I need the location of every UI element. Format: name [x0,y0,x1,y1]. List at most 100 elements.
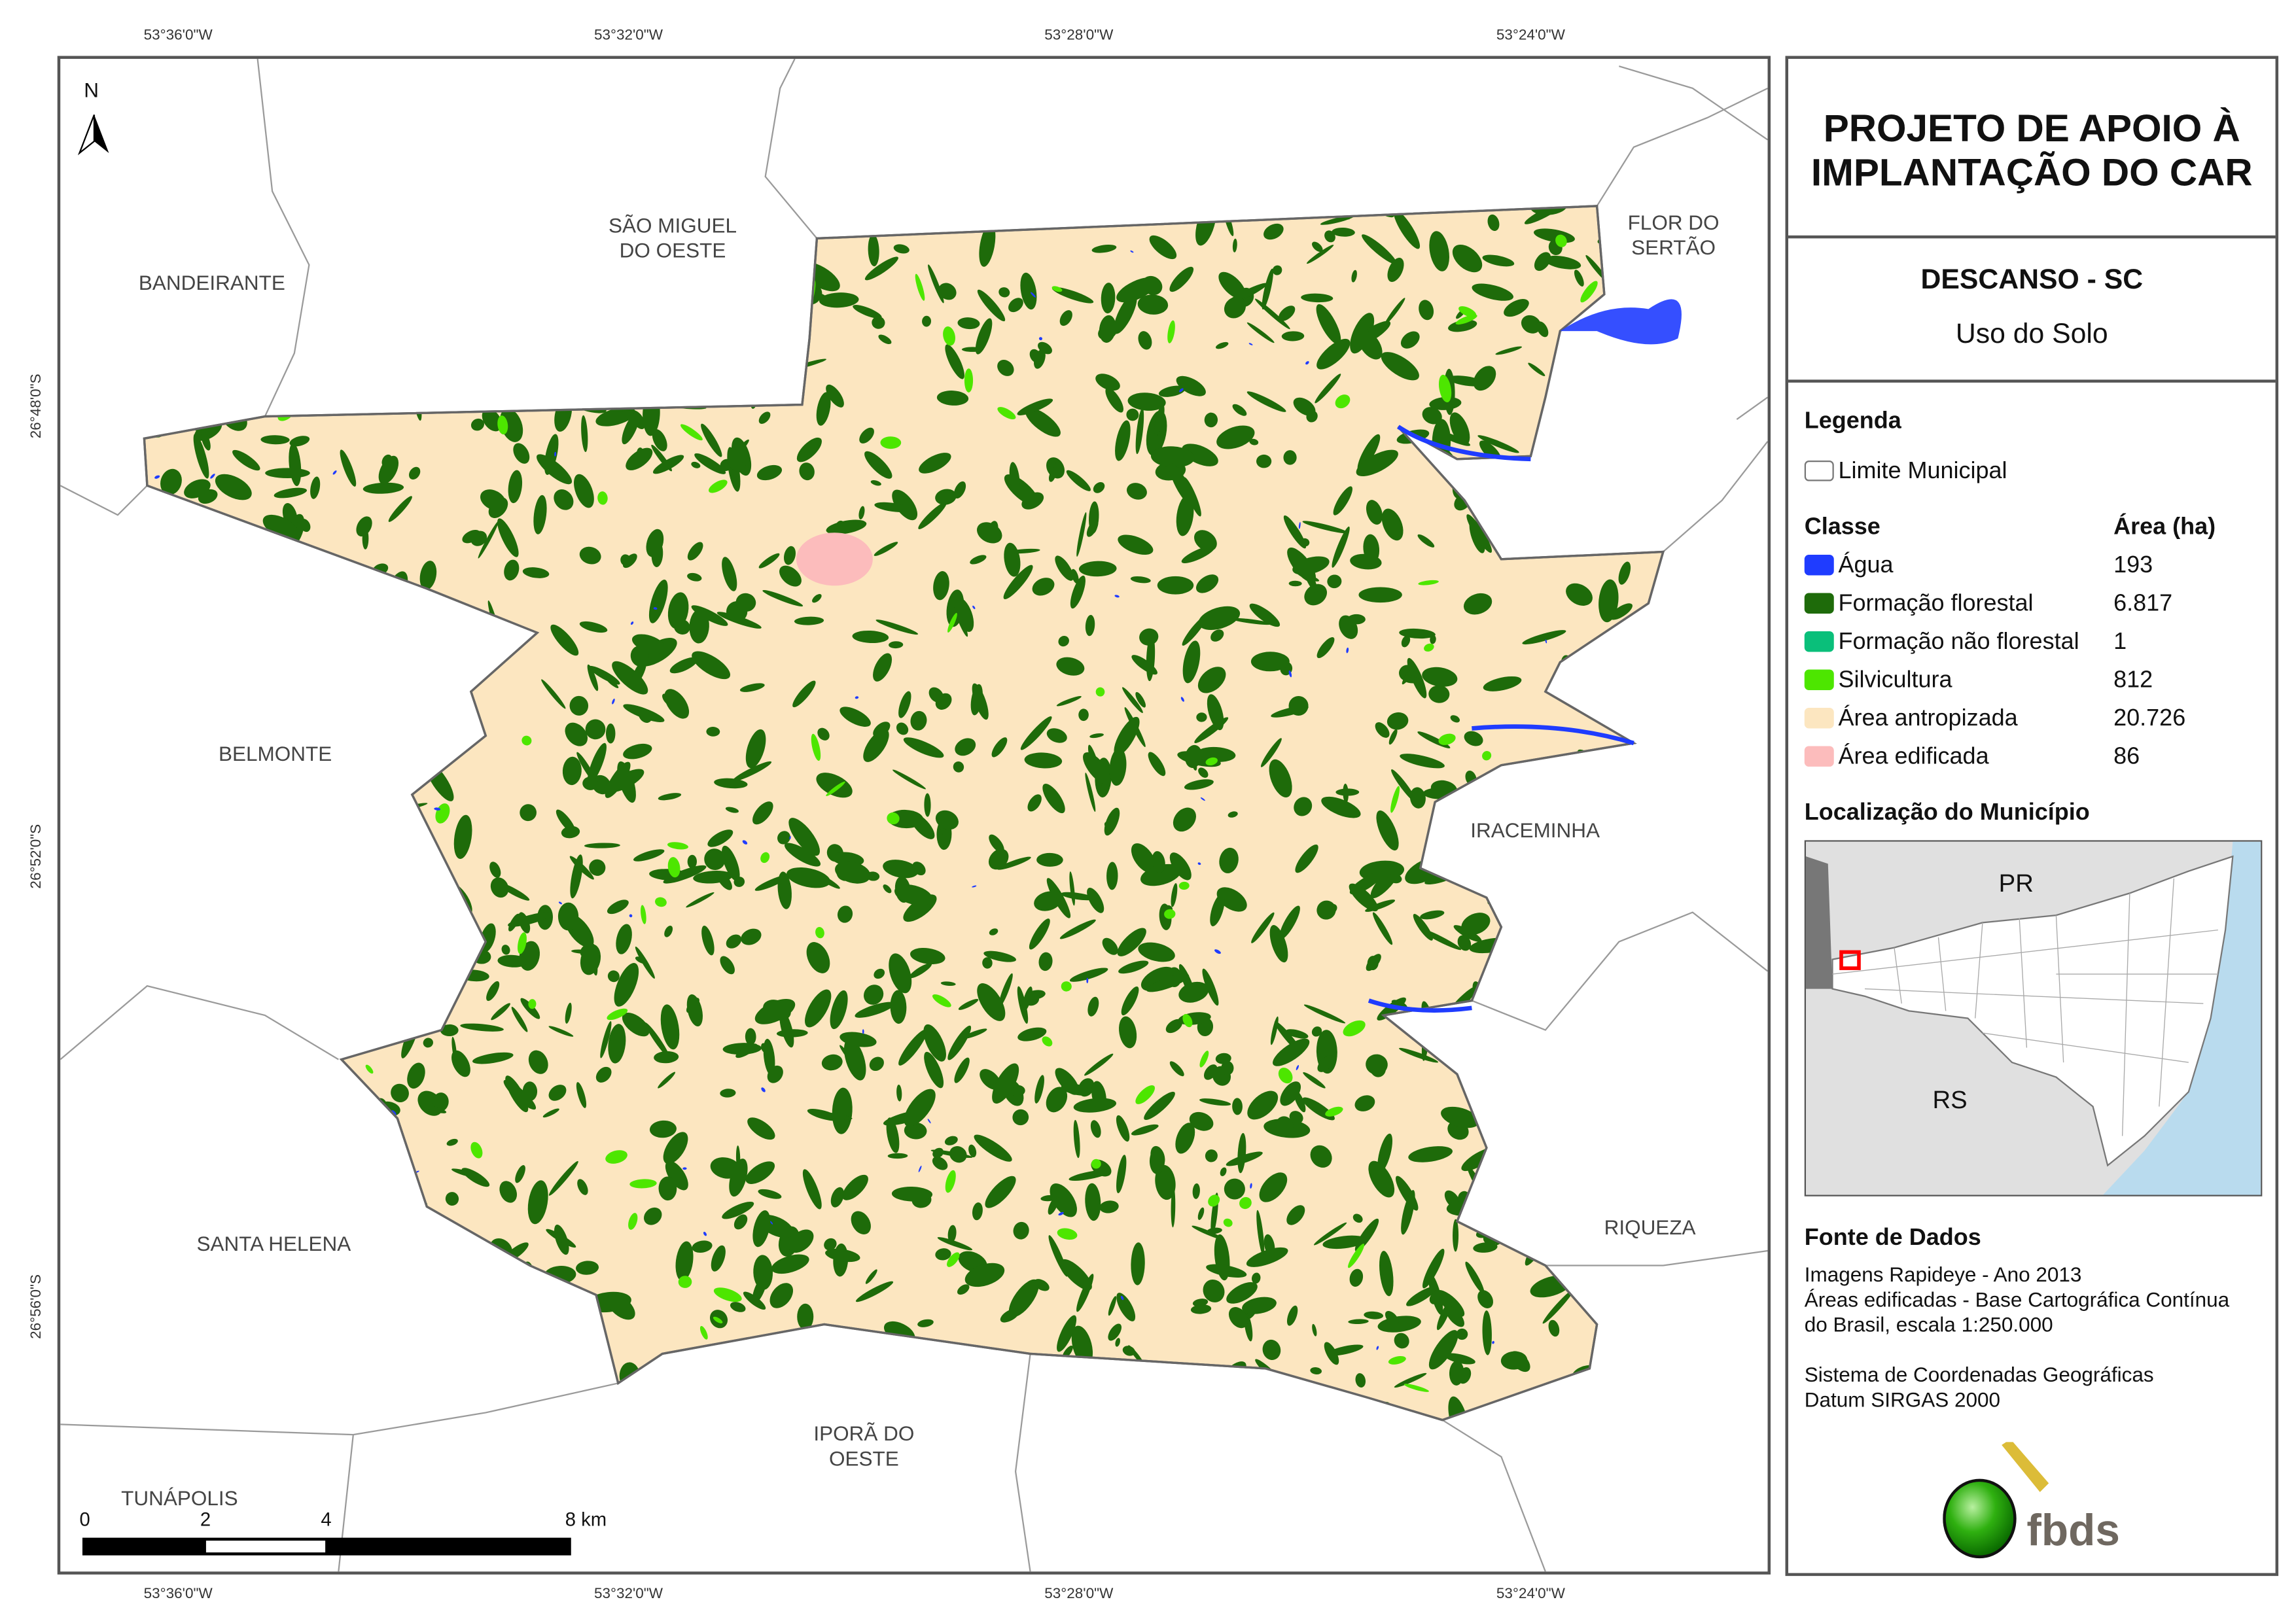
land-cover-patch [1517,777,1541,790]
land-cover-patch [760,852,770,864]
land-cover-patch [1131,655,1157,675]
land-cover-patch [1227,811,1238,818]
land-cover-patch [753,1255,773,1290]
land-cover-patch [1301,293,1333,303]
class-swatch [1804,669,1834,690]
land-cover-patch [319,1038,361,1055]
class-label: Formação não florestal [1838,629,2079,655]
land-cover-patch [168,1411,200,1420]
land-cover-patch [350,369,359,390]
land-cover-patch [1438,374,1452,403]
land-cover-patch [1589,449,1627,474]
scale-label: 4 [321,1508,332,1531]
land-cover-patch [1250,1183,1252,1189]
land-cover-patch [855,1281,894,1302]
land-cover-patch [887,812,900,825]
land-cover-patch [758,553,780,568]
land-cover-patch [1126,483,1147,500]
land-cover-patch [219,1313,256,1336]
land-cover-patch [890,990,907,1024]
land-cover-patch [1448,375,1485,387]
land-cover-patch [686,994,703,1026]
land-cover-patch [1239,1196,1252,1210]
land-cover-patch [1263,223,1284,240]
land-cover-patch [388,496,412,522]
land-cover-patch [495,1333,528,1354]
land-cover-patch [1312,1323,1317,1336]
land-cover-patch [359,268,377,304]
land-cover-patch [452,621,487,646]
land-cover-patch [886,1117,900,1153]
land-cover-patch [340,814,345,833]
land-cover-patch [1010,1085,1025,1096]
land-cover-patch [622,411,640,445]
land-cover-patch [645,1022,670,1058]
land-cover-patch [517,932,527,954]
land-cover-patch [361,218,386,243]
land-cover-patch [732,761,772,782]
land-cover-patch [298,709,345,720]
land-cover-patch [528,999,537,1009]
land-cover-patch [796,437,822,462]
lon-label-top: 53°36'0"W [143,27,213,44]
land-cover-patch [1020,716,1052,750]
land-cover-patch [830,990,848,1030]
land-cover-patch [159,207,200,216]
land-cover-patch [1192,1183,1200,1199]
land-cover-patch [1523,1233,1525,1238]
land-cover-patch [773,323,802,332]
land-cover-patch [1228,1307,1248,1329]
land-cover-patch [899,205,916,235]
land-cover-patch [1046,728,1067,743]
land-cover-patch [709,1371,727,1409]
land-cover-patch [1348,1319,1369,1325]
land-cover-patch [1214,949,1221,954]
land-cover-patch [203,1071,221,1089]
place-label: SÃO MIGUEL DO OESTE [608,213,737,262]
land-cover-patch [811,733,821,761]
land-cover-patch [1067,205,1086,224]
land-cover-patch [1185,744,1203,768]
land-cover-patch [1304,584,1328,606]
land-cover-patch [928,687,944,703]
land-cover-patch [1139,1386,1164,1401]
land-cover-patch [1130,250,1134,253]
land-cover-patch [178,1000,195,1030]
land-cover-patch [667,842,688,850]
land-cover-patch [725,807,739,813]
land-cover-patch [729,1159,748,1197]
land-cover-patch [606,724,616,744]
land-cover-patch [1644,348,1663,371]
land-cover-patch [270,648,281,667]
land-cover-patch [472,1052,514,1064]
legend-heading: Legenda [1804,409,1901,434]
land-cover-patch [206,703,219,722]
land-cover-patch [972,1202,983,1221]
land-cover-patch [694,453,726,474]
land-cover-patch [826,781,845,796]
land-cover-patch [1332,526,1350,568]
land-cover-patch [251,974,256,979]
land-cover-patch [1449,1361,1464,1386]
land-cover-patch [232,547,248,561]
land-cover-patch [887,1153,908,1159]
land-cover-patch [1417,534,1435,548]
land-cover-patch [1029,349,1042,363]
land-cover-patch [1038,952,1053,971]
land-cover-patch [186,1011,198,1024]
land-cover-patch [460,1023,504,1032]
land-cover-patch [720,1089,736,1098]
land-cover-patch [372,805,391,833]
land-cover-patch [567,1401,584,1411]
lon-label-top: 53°28'0"W [1044,27,1114,44]
land-cover-patch [302,553,317,581]
land-cover-patch [1165,1019,1183,1034]
land-cover-patch [918,1165,922,1172]
land-cover-patch [1032,578,1055,596]
land-cover-patch [1197,1207,1205,1220]
land-cover-patch [1458,306,1477,318]
land-cover-patch [541,679,566,709]
land-cover-patch [365,1064,374,1074]
land-cover-patch [1311,1026,1322,1037]
land-cover-patch [470,1142,483,1159]
